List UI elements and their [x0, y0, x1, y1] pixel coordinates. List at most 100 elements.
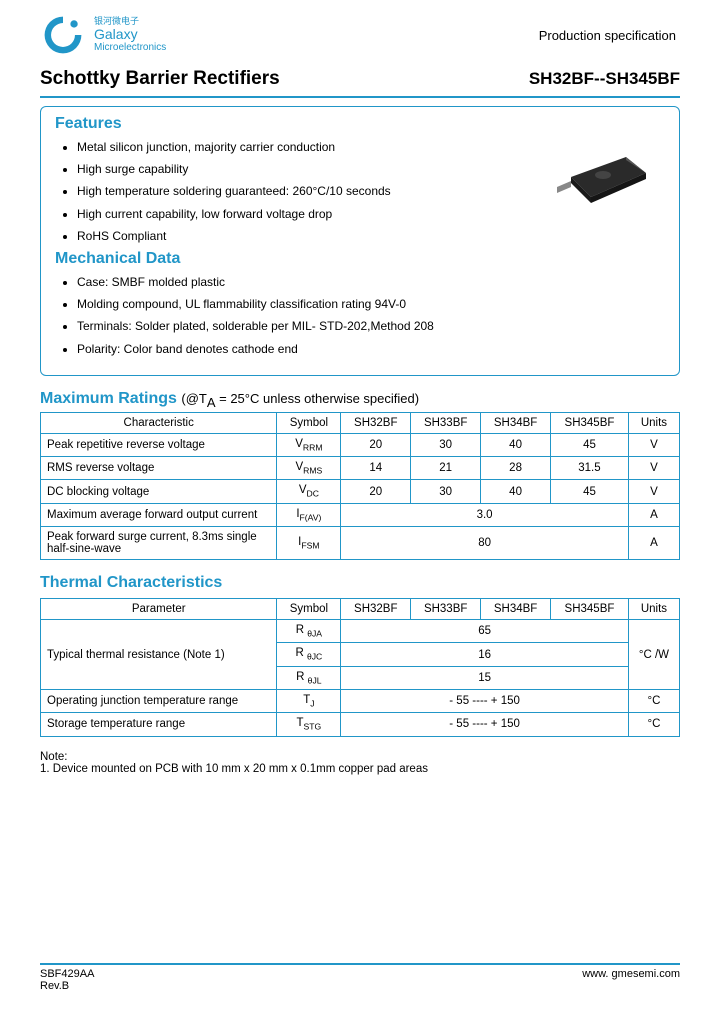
header: 银河微电子 Galaxy Microelectronics Production… — [40, 12, 680, 58]
table-row: Storage temperature range TSTG - 55 ----… — [41, 713, 680, 736]
cell: - 55 ---- + 150 — [341, 713, 629, 736]
table-row: Operating junction temperature range TJ … — [41, 689, 680, 712]
cell: °C — [628, 713, 679, 736]
company-en2: Microelectronics — [94, 42, 166, 53]
part-range: SH32BF--SH345BF — [529, 69, 680, 89]
footer-left: SBF429AA Rev.B — [40, 968, 94, 992]
cell: 40 — [481, 433, 551, 456]
cell: Typical thermal resistance (Note 1) — [41, 620, 277, 690]
cell: R θJA — [277, 620, 341, 643]
cell: 45 — [551, 433, 629, 456]
cell: - 55 ---- + 150 — [341, 689, 629, 712]
table-row: Peak repetitive reverse voltage VRRM 20 … — [41, 433, 680, 456]
cell: V — [628, 480, 679, 503]
max-sub2: = 25°C unless otherwise specified) — [216, 391, 420, 406]
col-symbol: Symbol — [277, 599, 341, 620]
cell: 30 — [411, 433, 481, 456]
col-part: SH32BF — [341, 599, 411, 620]
table-row: Typical thermal resistance (Note 1) R θJ… — [41, 620, 680, 643]
cell: DC blocking voltage — [41, 480, 277, 503]
mechanical-heading: Mechanical Data — [55, 250, 665, 268]
mechanical-item: Molding compound, UL flammability classi… — [77, 296, 665, 312]
col-units: Units — [628, 599, 679, 620]
cell: Maximum average forward output current — [41, 503, 277, 526]
col-symbol: Symbol — [277, 412, 341, 433]
col-part: SH34BF — [481, 412, 551, 433]
cell: IF(AV) — [277, 503, 341, 526]
cell: Storage temperature range — [41, 713, 277, 736]
col-characteristic: Characteristic — [41, 412, 277, 433]
table-header-row: Parameter Symbol SH32BF SH33BF SH34BF SH… — [41, 599, 680, 620]
cell: °C — [628, 689, 679, 712]
cell: 3.0 — [341, 503, 629, 526]
note-label: Note: — [40, 751, 680, 763]
col-part: SH345BF — [551, 599, 629, 620]
cell: TJ — [277, 689, 341, 712]
cell: 31.5 — [551, 457, 629, 480]
col-units: Units — [628, 412, 679, 433]
note-text: 1. Device mounted on PCB with 10 mm x 20… — [40, 763, 680, 775]
cell: 45 — [551, 480, 629, 503]
table-row: DC blocking voltage VDC 20 30 40 45 V — [41, 480, 680, 503]
footer-docnum: SBF429AA — [40, 968, 94, 980]
col-part: SH33BF — [411, 412, 481, 433]
col-parameter: Parameter — [41, 599, 277, 620]
cell: RMS reverse voltage — [41, 457, 277, 480]
max-heading-text: Maximum Ratings — [40, 390, 177, 407]
col-part: SH32BF — [341, 412, 411, 433]
cell: 20 — [341, 480, 411, 503]
thermal-table: Parameter Symbol SH32BF SH33BF SH34BF SH… — [40, 598, 680, 736]
cell: 28 — [481, 457, 551, 480]
cell: R θJC — [277, 643, 341, 666]
cell: TSTG — [277, 713, 341, 736]
cell: VRMS — [277, 457, 341, 480]
features-box: Features Metal silicon junction, majorit… — [40, 106, 680, 376]
footer-url: www. gmesemi.com — [582, 968, 680, 992]
col-part: SH33BF — [411, 599, 481, 620]
cell: A — [628, 527, 679, 560]
cell: V — [628, 433, 679, 456]
features-heading: Features — [55, 115, 665, 133]
title-bar: Schottky Barrier Rectifiers SH32BF--SH34… — [40, 64, 680, 98]
thermal-heading: Thermal Characteristics — [40, 574, 680, 592]
cell: VRRM — [277, 433, 341, 456]
mechanical-item: Polarity: Color band denotes cathode end — [77, 341, 665, 357]
cell: IFSM — [277, 527, 341, 560]
note-block: Note: 1. Device mounted on PCB with 10 m… — [40, 751, 680, 775]
cell: Peak forward surge current, 8.3ms single… — [41, 527, 277, 560]
col-part: SH34BF — [481, 599, 551, 620]
cell: 20 — [341, 433, 411, 456]
table-row: Maximum average forward output current I… — [41, 503, 680, 526]
cell: °C /W — [628, 620, 679, 690]
table-row: RMS reverse voltage VRMS 14 21 28 31.5 V — [41, 457, 680, 480]
cell: 15 — [341, 666, 629, 689]
cell: 80 — [341, 527, 629, 560]
cell: R θJL — [277, 666, 341, 689]
cell: VDC — [277, 480, 341, 503]
table-header-row: Characteristic Symbol SH32BF SH33BF SH34… — [41, 412, 680, 433]
page-title: Schottky Barrier Rectifiers — [40, 68, 280, 90]
cell: 30 — [411, 480, 481, 503]
cell: V — [628, 457, 679, 480]
cell: 40 — [481, 480, 551, 503]
col-part: SH345BF — [551, 412, 629, 433]
cell: A — [628, 503, 679, 526]
max-ratings-heading: Maximum Ratings (@TA = 25°C unless other… — [40, 390, 680, 410]
company-en1: Galaxy — [94, 27, 166, 42]
table-row: Peak forward surge current, 8.3ms single… — [41, 527, 680, 560]
cell: 65 — [341, 620, 629, 643]
cell: 14 — [341, 457, 411, 480]
mechanical-list: Case: SMBF molded plastic Molding compou… — [55, 274, 665, 357]
galaxy-logo-icon — [40, 12, 86, 58]
max-sub1: (@T — [181, 391, 206, 406]
logo-block: 银河微电子 Galaxy Microelectronics — [40, 12, 166, 58]
cell: 21 — [411, 457, 481, 480]
cell: Peak repetitive reverse voltage — [41, 433, 277, 456]
cell: 16 — [341, 643, 629, 666]
cell: Operating junction temperature range — [41, 689, 277, 712]
mechanical-item: Case: SMBF molded plastic — [77, 274, 665, 290]
feature-item: RoHS Compliant — [77, 228, 665, 244]
mechanical-item: Terminals: Solder plated, solderable per… — [77, 318, 665, 334]
package-image-icon — [551, 139, 651, 209]
doc-type: Production specification — [539, 28, 680, 43]
